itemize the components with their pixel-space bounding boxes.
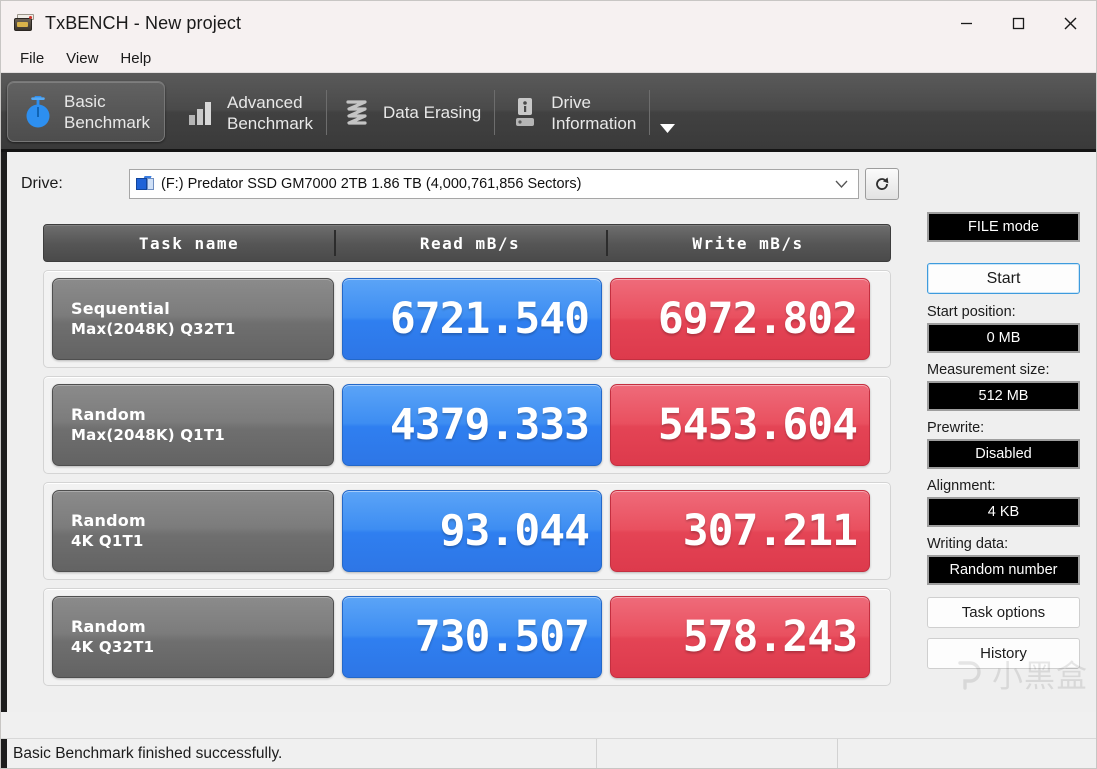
app-drive-icon bbox=[13, 13, 35, 33]
tab-basic-benchmark-label: Basic Benchmark bbox=[64, 91, 150, 132]
table-row: Random 4K Q1T1 93.044 307.211 bbox=[43, 482, 891, 580]
benchmark-results-table: Task name Read mB/s Write mB/s Sequentia… bbox=[43, 224, 891, 686]
writing-data-label: Writing data: bbox=[927, 536, 1009, 552]
read-value: 93.044 bbox=[342, 490, 602, 572]
task-name-line1: Random bbox=[71, 405, 146, 424]
task-name-line1: Random bbox=[71, 617, 146, 636]
task-options-button[interactable]: Task options bbox=[927, 597, 1080, 628]
table-row: Random Max(2048K) Q1T1 4379.333 5453.604 bbox=[43, 376, 891, 474]
table-row: Random 4K Q32T1 730.507 578.243 bbox=[43, 588, 891, 686]
drive-info-icon bbox=[505, 91, 545, 135]
alignment-label: Alignment: bbox=[927, 478, 996, 494]
task-name-line2: Max(2048K) Q1T1 bbox=[71, 426, 225, 444]
write-value: 578.243 bbox=[610, 596, 870, 678]
status-divider bbox=[596, 738, 597, 768]
window-controls bbox=[940, 1, 1096, 45]
title-bar: TxBENCH - New project bbox=[1, 1, 1096, 45]
prewrite-label: Prewrite: bbox=[927, 420, 985, 436]
write-value: 5453.604 bbox=[610, 384, 870, 466]
file-mode-field[interactable]: FILE mode bbox=[927, 212, 1080, 242]
disk-partition-icon bbox=[136, 175, 155, 192]
history-button[interactable]: History bbox=[927, 638, 1080, 669]
bar-chart-icon bbox=[181, 91, 221, 135]
window-title: TxBENCH - New project bbox=[45, 12, 242, 33]
menu-item-view[interactable]: View bbox=[66, 50, 99, 67]
status-bar: Basic Benchmark finished successfully. bbox=[1, 738, 1096, 768]
read-value: 730.507 bbox=[342, 596, 602, 678]
drive-selector-row: Drive: (F:) Predator SSD GM7000 2TB 1.86… bbox=[7, 152, 1096, 204]
tab-basic-benchmark[interactable]: Basic Benchmark bbox=[7, 81, 165, 142]
task-name-line1: Random bbox=[71, 511, 146, 530]
read-value: 4379.333 bbox=[342, 384, 602, 466]
task-cell[interactable]: Random 4K Q32T1 bbox=[52, 596, 334, 678]
column-header-read: Read mB/s bbox=[334, 225, 606, 261]
tab-drive-information[interactable]: Drive Information bbox=[495, 79, 651, 146]
task-name-line2: 4K Q32T1 bbox=[71, 638, 155, 656]
drive-selected-value: (F:) Predator SSD GM7000 2TB 1.86 TB (4,… bbox=[161, 176, 582, 192]
tab-data-erasing-label: Data Erasing bbox=[382, 103, 482, 122]
drive-select[interactable]: (F:) Predator SSD GM7000 2TB 1.86 TB (4,… bbox=[129, 169, 859, 199]
menu-bar: File View Help bbox=[1, 45, 1096, 73]
task-name-line2: 4K Q1T1 bbox=[71, 532, 144, 550]
start-position-label: Start position: bbox=[927, 304, 1016, 320]
task-name-line2: Max(2048K) Q32T1 bbox=[71, 320, 236, 338]
table-row: Sequential Max(2048K) Q32T1 6721.540 697… bbox=[43, 270, 891, 368]
maximize-icon[interactable] bbox=[992, 1, 1044, 45]
start-button[interactable]: Start bbox=[927, 263, 1080, 294]
prewrite-field[interactable]: Disabled bbox=[927, 439, 1080, 469]
measurement-size-label: Measurement size: bbox=[927, 362, 1050, 378]
toolbar-tabs: Basic Benchmark Advanced Benchmark Data … bbox=[1, 73, 1096, 152]
table-header-row: Task name Read mB/s Write mB/s bbox=[43, 224, 891, 262]
chevron-down-icon[interactable] bbox=[650, 79, 684, 146]
task-name-line1: Sequential bbox=[71, 299, 170, 318]
task-cell[interactable]: Sequential Max(2048K) Q32T1 bbox=[52, 278, 334, 360]
refresh-button[interactable] bbox=[865, 168, 899, 200]
minimize-icon[interactable] bbox=[940, 1, 992, 45]
column-header-task-name: Task name bbox=[138, 233, 240, 253]
status-message: Basic Benchmark finished successfully. bbox=[13, 744, 283, 762]
tab-data-erasing[interactable]: Data Erasing bbox=[327, 79, 496, 146]
tab-drive-information-label: Drive Information bbox=[551, 92, 637, 133]
shredder-icon bbox=[337, 91, 377, 135]
alignment-field[interactable]: 4 KB bbox=[927, 497, 1080, 527]
column-header-write: Write mB/s bbox=[606, 225, 890, 261]
menu-item-help[interactable]: Help bbox=[120, 50, 152, 67]
measurement-size-field[interactable]: 512 MB bbox=[927, 381, 1080, 411]
main-body: Drive: (F:) Predator SSD GM7000 2TB 1.86… bbox=[1, 152, 1096, 712]
write-value: 6972.802 bbox=[610, 278, 870, 360]
tab-advanced-benchmark-label: Advanced Benchmark bbox=[226, 92, 313, 133]
read-value: 6721.540 bbox=[342, 278, 602, 360]
close-icon[interactable] bbox=[1044, 1, 1096, 45]
menu-item-file[interactable]: File bbox=[20, 50, 45, 67]
chevron-down-icon[interactable] bbox=[835, 175, 848, 193]
writing-data-field[interactable]: Random number bbox=[927, 555, 1080, 585]
tab-advanced-benchmark[interactable]: Advanced Benchmark bbox=[171, 79, 327, 146]
start-position-field[interactable]: 0 MB bbox=[927, 323, 1080, 353]
drive-label: Drive: bbox=[21, 175, 63, 192]
task-cell[interactable]: Random 4K Q1T1 bbox=[52, 490, 334, 572]
task-cell[interactable]: Random Max(2048K) Q1T1 bbox=[52, 384, 334, 466]
stopwatch-icon bbox=[18, 90, 58, 134]
write-value: 307.211 bbox=[610, 490, 870, 572]
status-spine bbox=[1, 739, 7, 768]
status-divider bbox=[837, 738, 838, 768]
settings-panel: FILE mode Start Start position: 0 MB Mea… bbox=[911, 212, 1096, 679]
